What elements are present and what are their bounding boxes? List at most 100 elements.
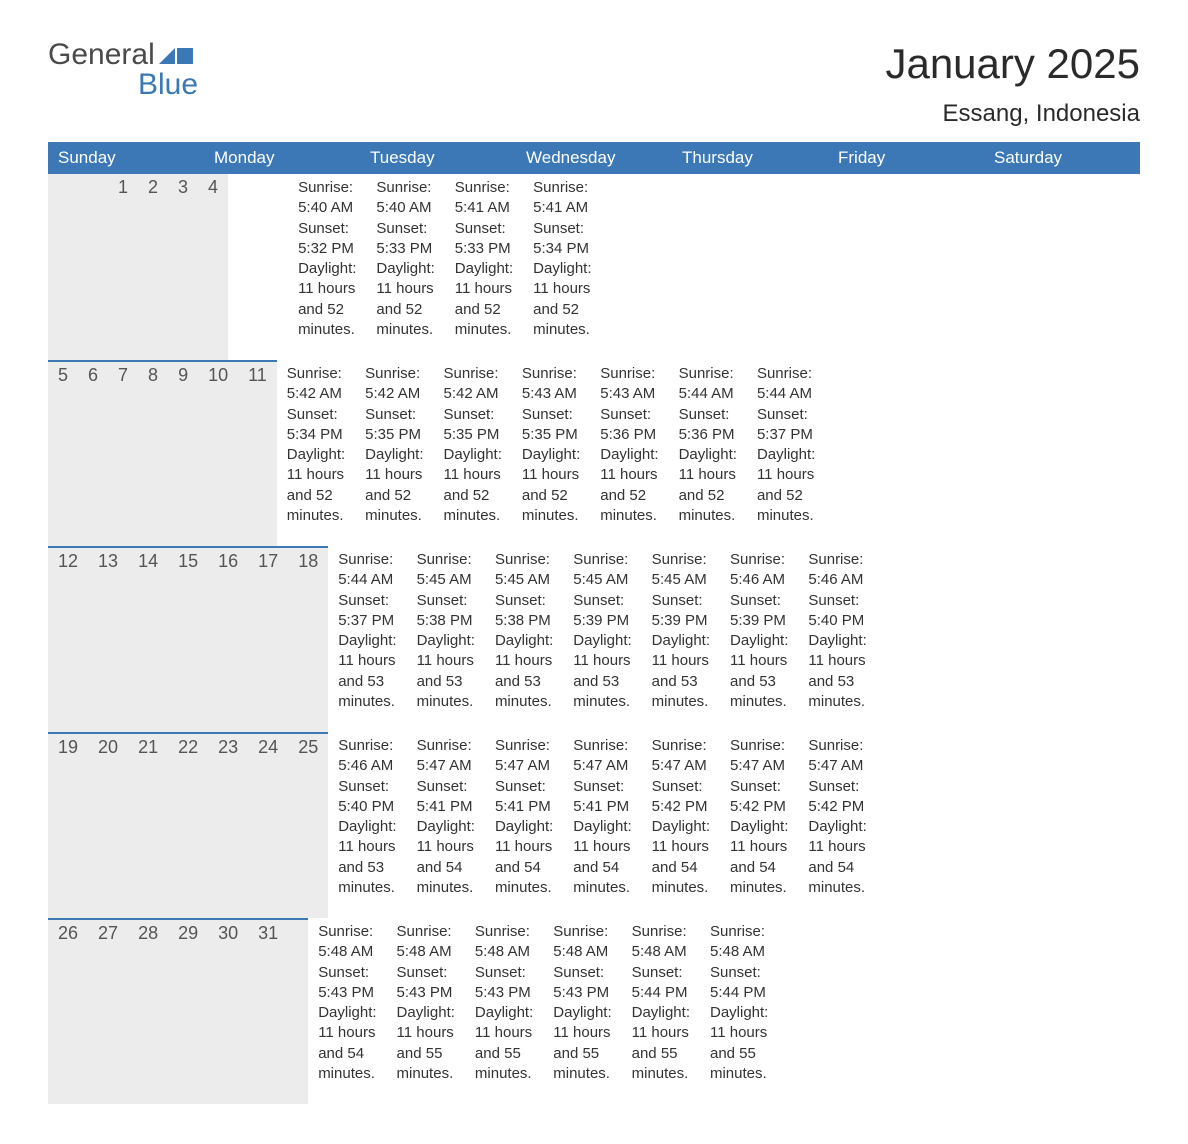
brand-line1: General [48, 40, 155, 70]
day-details: Sunrise: 5:42 AMSunset: 5:34 PMDaylight:… [277, 360, 355, 536]
detail-daylight2: and 53 minutes. [495, 672, 553, 713]
detail-daylight2: and 52 minutes. [600, 486, 658, 527]
day-number: 13 [88, 548, 128, 732]
day-number [48, 174, 68, 360]
day-details: Sunrise: 5:48 AMSunset: 5:44 PMDaylight:… [622, 918, 700, 1094]
detail-sunset: Sunset: 5:43 PM [318, 963, 376, 1004]
detail-daylight2: and 55 minutes. [632, 1044, 690, 1085]
day-details: Sunrise: 5:40 AMSunset: 5:33 PMDaylight:… [366, 174, 444, 350]
detail-sunset: Sunset: 5:35 PM [365, 405, 423, 446]
detail-sunrise: Sunrise: 5:44 AM [757, 364, 815, 405]
day-details: Sunrise: 5:48 AMSunset: 5:44 PMDaylight:… [700, 918, 778, 1094]
day-details: Sunrise: 5:45 AMSunset: 5:39 PMDaylight:… [642, 546, 720, 722]
detail-sunset: Sunset: 5:41 PM [573, 777, 631, 818]
day-number: 5 [48, 362, 78, 546]
day-number: 20 [88, 734, 128, 918]
day-details: Sunrise: 5:47 AMSunset: 5:42 PMDaylight:… [642, 732, 720, 908]
detail-daylight2: and 54 minutes. [808, 858, 866, 899]
detail-daylight2: and 52 minutes. [533, 300, 591, 341]
daynum-row: 12131415161718 [48, 546, 328, 732]
detail-sunrise: Sunrise: 5:44 AM [338, 550, 396, 591]
detail-sunrise: Sunrise: 5:48 AM [318, 922, 376, 963]
day-number: 19 [48, 734, 88, 918]
weekday-header: Sunday Monday Tuesday Wednesday Thursday… [48, 142, 1140, 174]
day-details: Sunrise: 5:43 AMSunset: 5:35 PMDaylight:… [512, 360, 590, 536]
detail-sunset: Sunset: 5:43 PM [397, 963, 455, 1004]
daynum-row: 1234 [48, 174, 228, 360]
day-number: 28 [128, 920, 168, 1104]
detail-sunset: Sunset: 5:37 PM [338, 591, 396, 632]
detail-sunset: Sunset: 5:41 PM [417, 777, 475, 818]
day-number: 9 [168, 362, 198, 546]
day-number: 4 [198, 174, 228, 360]
detail-sunrise: Sunrise: 5:47 AM [573, 736, 631, 777]
detail-daylight1: Daylight: 11 hours [553, 1003, 611, 1044]
flag-icon [159, 42, 193, 64]
day-number: 21 [128, 734, 168, 918]
detail-sunrise: Sunrise: 5:40 AM [298, 178, 356, 219]
detail-daylight1: Daylight: 11 hours [652, 631, 710, 672]
location: Essang, Indonesia [885, 100, 1140, 128]
detail-daylight1: Daylight: 11 hours [397, 1003, 455, 1044]
day-number: 29 [168, 920, 208, 1104]
detail-daylight2: and 54 minutes. [652, 858, 710, 899]
day-number [288, 920, 308, 1104]
day-number: 14 [128, 548, 168, 732]
day-number: 11 [238, 362, 277, 546]
details-row: Sunrise: 5:46 AMSunset: 5:40 PMDaylight:… [328, 732, 877, 908]
detail-daylight2: and 52 minutes. [298, 300, 356, 341]
detail-sunrise: Sunrise: 5:47 AM [730, 736, 788, 777]
detail-sunrise: Sunrise: 5:42 AM [365, 364, 423, 405]
week-row: 1234Sunrise: 5:40 AMSunset: 5:32 PMDayli… [48, 174, 1140, 360]
daynum-row: 567891011 [48, 360, 277, 546]
detail-daylight2: and 52 minutes. [365, 486, 423, 527]
detail-daylight1: Daylight: 11 hours [338, 631, 396, 672]
day-details: Sunrise: 5:46 AMSunset: 5:40 PMDaylight:… [798, 546, 876, 722]
detail-daylight1: Daylight: 11 hours [573, 817, 631, 858]
weekday-label: Tuesday [360, 142, 516, 174]
day-details: Sunrise: 5:42 AMSunset: 5:35 PMDaylight:… [434, 360, 512, 536]
day-details: Sunrise: 5:47 AMSunset: 5:42 PMDaylight:… [720, 732, 798, 908]
day-details: Sunrise: 5:45 AMSunset: 5:38 PMDaylight:… [407, 546, 485, 722]
month-year: January 2025 [885, 40, 1140, 88]
detail-sunset: Sunset: 5:42 PM [730, 777, 788, 818]
brand-logo: General Blue [48, 40, 198, 100]
detail-daylight1: Daylight: 11 hours [444, 445, 502, 486]
daynum-row: 262728293031 [48, 918, 308, 1104]
day-number: 18 [288, 548, 328, 732]
day-details: Sunrise: 5:47 AMSunset: 5:42 PMDaylight:… [798, 732, 876, 908]
detail-sunrise: Sunrise: 5:41 AM [455, 178, 513, 219]
detail-sunrise: Sunrise: 5:47 AM [652, 736, 710, 777]
detail-sunset: Sunset: 5:39 PM [730, 591, 788, 632]
detail-sunset: Sunset: 5:39 PM [652, 591, 710, 632]
day-details: Sunrise: 5:48 AMSunset: 5:43 PMDaylight:… [465, 918, 543, 1094]
detail-daylight2: and 53 minutes. [338, 672, 396, 713]
detail-sunset: Sunset: 5:36 PM [600, 405, 658, 446]
detail-sunrise: Sunrise: 5:46 AM [730, 550, 788, 591]
day-number: 10 [198, 362, 238, 546]
day-details [778, 918, 798, 1094]
detail-sunset: Sunset: 5:33 PM [455, 219, 513, 260]
day-number: 6 [78, 362, 108, 546]
weekday-label: Saturday [984, 142, 1140, 174]
weekday-label: Sunday [48, 142, 204, 174]
detail-sunrise: Sunrise: 5:48 AM [710, 922, 768, 963]
weekday-label: Friday [828, 142, 984, 174]
day-number: 8 [138, 362, 168, 546]
day-number: 23 [208, 734, 248, 918]
detail-sunset: Sunset: 5:39 PM [573, 591, 631, 632]
day-number: 2 [138, 174, 168, 360]
detail-daylight2: and 55 minutes. [475, 1044, 533, 1085]
detail-daylight1: Daylight: 11 hours [495, 631, 553, 672]
detail-sunset: Sunset: 5:40 PM [338, 777, 396, 818]
detail-daylight2: and 54 minutes. [495, 858, 553, 899]
detail-daylight2: and 53 minutes. [417, 672, 475, 713]
day-details: Sunrise: 5:48 AMSunset: 5:43 PMDaylight:… [387, 918, 465, 1094]
detail-sunset: Sunset: 5:38 PM [495, 591, 553, 632]
detail-daylight1: Daylight: 11 hours [533, 259, 591, 300]
day-number [88, 174, 108, 360]
title-block: January 2025 Essang, Indonesia [885, 40, 1140, 128]
detail-daylight1: Daylight: 11 hours [455, 259, 513, 300]
day-number [68, 174, 88, 360]
detail-daylight2: and 52 minutes. [679, 486, 737, 527]
